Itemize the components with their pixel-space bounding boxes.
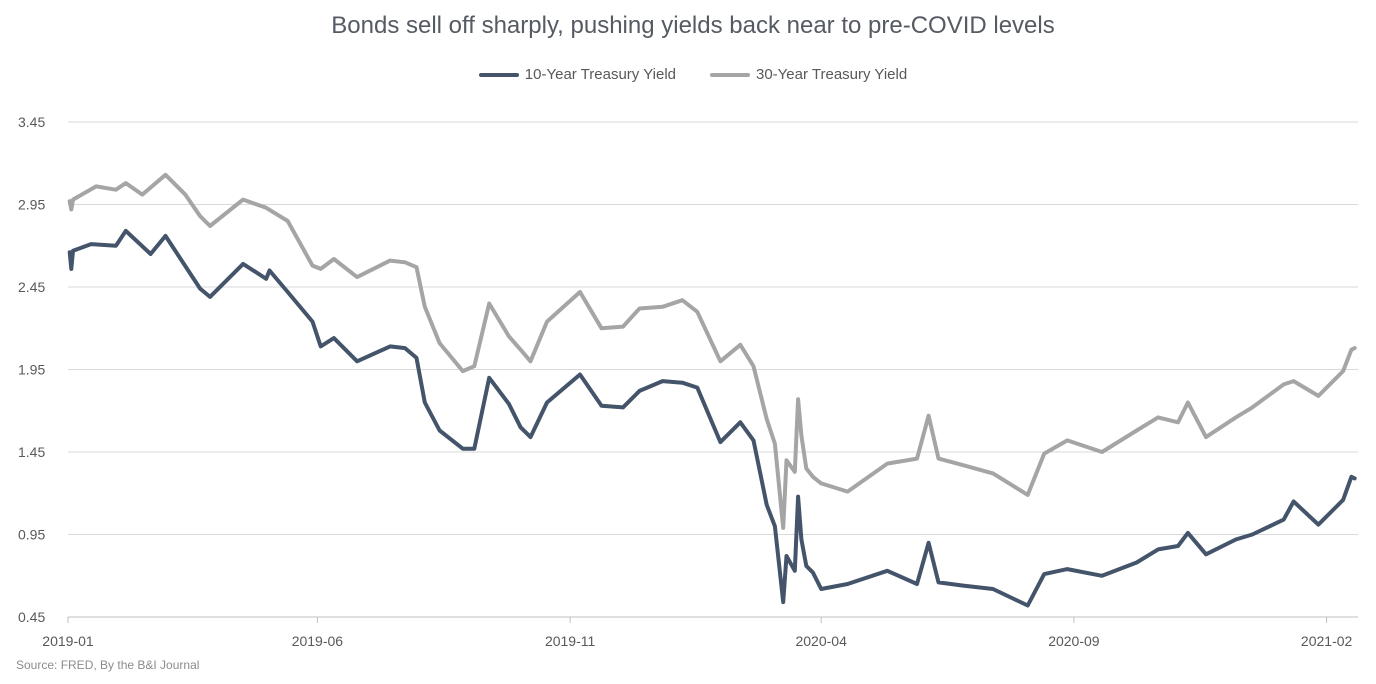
y-tick-label: 2.45 xyxy=(18,279,45,295)
y-tick-label: 1.95 xyxy=(18,362,45,378)
y-tick-label: 0.45 xyxy=(18,609,45,625)
legend-label-10y: 10-Year Treasury Yield xyxy=(524,66,676,83)
x-tick-label: 2019-11 xyxy=(545,633,596,649)
y-tick-label: 2.95 xyxy=(18,197,45,213)
source-note: Source: FRED, By the B&I Journal xyxy=(16,658,200,672)
series-line-30y xyxy=(67,172,1357,530)
x-tick-label: 2020-04 xyxy=(795,633,847,649)
x-tick-label: 2019-06 xyxy=(292,633,344,649)
legend-swatch-30y xyxy=(710,72,750,77)
y-tick-label: 1.45 xyxy=(18,444,45,460)
chart-title: Bonds sell off sharply, pushing yields b… xyxy=(331,12,1055,39)
legend-swatch-10y xyxy=(478,72,519,77)
y-tick-label: 0.95 xyxy=(18,527,45,543)
x-tick-label: 2020-09 xyxy=(1048,633,1100,649)
legend: 10-Year Treasury Yield 30-Year Treasury … xyxy=(0,66,1376,83)
x-tick-label: 2019-01 xyxy=(42,633,94,649)
legend-item-30y: 30-Year Treasury Yield xyxy=(710,66,907,83)
legend-label-30y: 30-Year Treasury Yield xyxy=(756,66,908,83)
series-line-10y xyxy=(67,228,1357,608)
x-tick-label: 2021-02 xyxy=(1301,633,1353,649)
legend-item-10y: 10-Year Treasury Yield xyxy=(478,66,676,83)
y-tick-label: 3.45 xyxy=(18,114,45,130)
